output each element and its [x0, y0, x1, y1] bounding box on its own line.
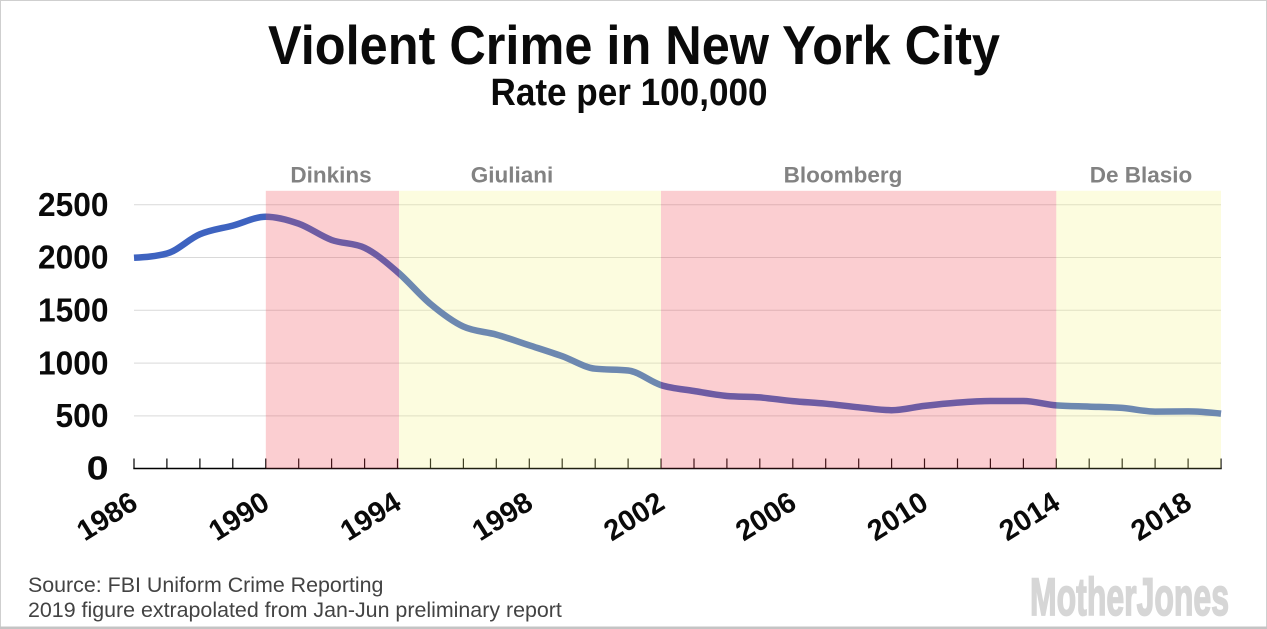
svg-text:1500: 1500 — [38, 292, 109, 329]
svg-text:Rate per 100,000: Rate per 100,000 — [491, 72, 768, 114]
svg-text:Giuliani: Giuliani — [471, 163, 554, 188]
svg-text:1000: 1000 — [38, 344, 109, 381]
svg-text:500: 500 — [56, 397, 109, 434]
svg-text:2002: 2002 — [599, 486, 671, 547]
svg-text:Bloomberg: Bloomberg — [784, 163, 903, 188]
svg-text:2006: 2006 — [730, 486, 802, 547]
svg-text:2014: 2014 — [994, 486, 1066, 547]
svg-text:2018: 2018 — [1126, 486, 1198, 547]
svg-text:2010: 2010 — [862, 486, 934, 547]
svg-text:1990: 1990 — [203, 486, 275, 547]
svg-text:1986: 1986 — [72, 486, 144, 547]
svg-text:Violent Crime in New York City: Violent Crime in New York City — [268, 14, 1000, 76]
svg-text:2019 figure extrapolated from: 2019 figure extrapolated from Jan-Jun pr… — [28, 598, 562, 622]
svg-text:Dinkins: Dinkins — [290, 163, 371, 188]
svg-text:2500: 2500 — [38, 186, 109, 223]
svg-text:0: 0 — [87, 450, 109, 487]
svg-text:1994: 1994 — [335, 486, 407, 547]
svg-text:De Blasio: De Blasio — [1090, 163, 1193, 188]
svg-text:2000: 2000 — [38, 239, 109, 276]
svg-text:Source: FBI Uniform Crime Repo: Source: FBI Uniform Crime Reporting — [28, 573, 383, 597]
svg-text:MotherJones: MotherJones — [1030, 568, 1229, 627]
svg-text:1998: 1998 — [467, 486, 539, 547]
